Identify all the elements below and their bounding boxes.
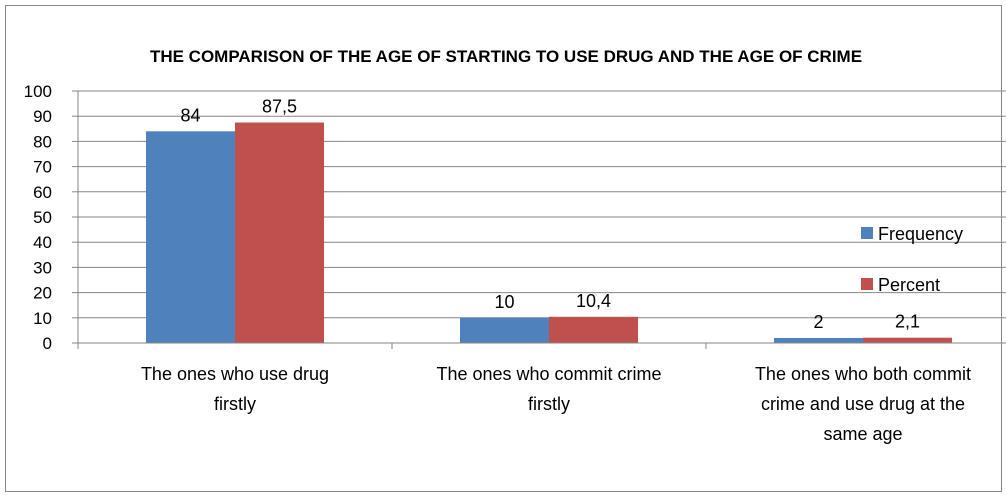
chart-title: THE COMPARISON OF THE AGE OF STARTING TO… — [150, 47, 862, 66]
y-tick-label: 70 — [33, 158, 52, 177]
legend-swatch-frequency — [861, 227, 873, 239]
bar-percent-1 — [549, 316, 638, 343]
x-category-label: firstly — [214, 394, 256, 414]
data-label: 2,1 — [895, 312, 920, 332]
x-category-label: The ones who use drug — [141, 364, 329, 384]
x-category-label: same age — [823, 424, 902, 444]
bar-frequency-1 — [460, 317, 549, 343]
y-tick-label: 10 — [33, 309, 52, 328]
data-label: 10,4 — [576, 291, 611, 311]
y-axis: 0 10 20 30 40 50 60 70 80 90 100 — [24, 82, 79, 353]
y-tick-label: 20 — [33, 284, 52, 303]
y-tick-label: 90 — [33, 107, 52, 126]
bar-percent-0 — [235, 122, 324, 343]
y-tick-label: 0 — [43, 334, 52, 353]
bar-frequency-2 — [774, 337, 863, 343]
y-tick-label: 40 — [33, 233, 52, 252]
x-category-label: The ones who commit crime — [436, 364, 661, 384]
legend: Frequency Percent — [861, 224, 963, 295]
bar-percent-2 — [863, 337, 952, 343]
data-label: 84 — [180, 105, 200, 125]
y-tick-label: 80 — [33, 132, 52, 151]
x-category-label: firstly — [528, 394, 570, 414]
legend-label-percent: Percent — [878, 275, 940, 295]
y-tick-label: 100 — [24, 82, 52, 101]
legend-label-frequency: Frequency — [878, 224, 963, 244]
data-label: 2 — [813, 312, 823, 332]
x-axis: The ones who use drug firstly The ones who… — [77, 342, 1006, 444]
bars: 84 87,5 10 10,4 2 2,1 — [146, 97, 952, 343]
x-category-label: crime and use drug at the — [761, 394, 965, 414]
y-tick-label: 50 — [33, 208, 52, 227]
x-category-label: The ones who both commit — [755, 364, 971, 384]
y-tick-label: 30 — [33, 258, 52, 277]
data-label: 10 — [494, 292, 514, 312]
legend-swatch-percent — [861, 278, 873, 290]
bar-frequency-0 — [146, 131, 235, 343]
data-label: 87,5 — [262, 97, 297, 117]
y-tick-label: 60 — [33, 183, 52, 202]
